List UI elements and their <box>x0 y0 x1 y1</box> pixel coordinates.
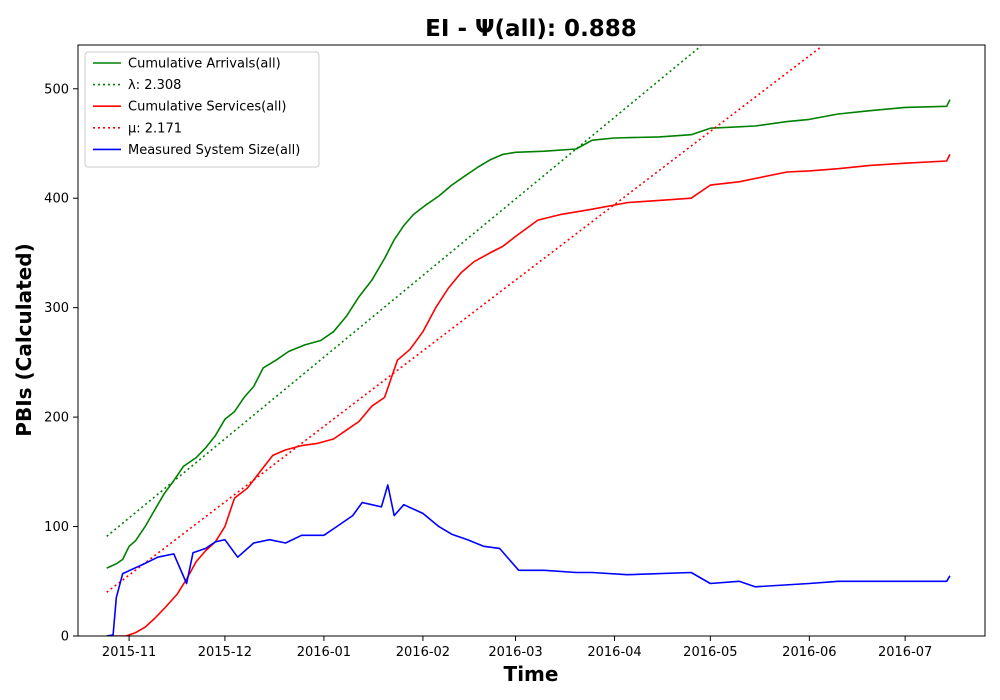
x-axis-label: Time <box>504 662 559 686</box>
x-tick-label: 2015-11 <box>102 645 156 660</box>
y-tick-label: 500 <box>44 82 69 97</box>
y-tick-label: 200 <box>44 411 69 426</box>
x-tick-label: 2016-03 <box>488 645 542 660</box>
axes-frame <box>77 44 986 637</box>
y-tick-label: 0 <box>61 630 69 645</box>
series-line-5-data <box>106 484 951 636</box>
x-tick-label: 2016-02 <box>396 645 450 660</box>
y-axis-label: PBIs (Calculated) <box>12 243 36 436</box>
plot-area <box>106 45 951 636</box>
legend-label-measured-system-size-all: Measured System Size(all) <box>128 143 300 158</box>
x-tick-label: 2016-05 <box>683 645 737 660</box>
series-line-1-data <box>106 99 951 569</box>
legend: Cumulative Arrivals(all) λ: 2.308 Cumulati… <box>84 51 320 168</box>
y-tick-label: 100 <box>44 520 69 535</box>
x-tick-label: 2016-04 <box>587 645 641 660</box>
legend-box <box>84 51 320 168</box>
series-line-4-fit <box>106 45 823 593</box>
series-line-3-data <box>106 154 951 636</box>
legend-label-2-308: λ: 2.308 <box>128 78 181 93</box>
series-group <box>106 45 951 636</box>
series-line-2-fit <box>106 45 702 538</box>
x-tick-label: 2016-07 <box>878 645 932 660</box>
legend-label-cumulative-arrivals-all: Cumulative Arrivals(all) <box>128 57 281 72</box>
axis-ticks: 2015-11 2015-12 2016-01 2016-02 2016-03 2016-… <box>44 82 932 660</box>
x-tick-label: 2016-01 <box>297 645 351 660</box>
legend-label-2-171: μ: 2.171 <box>128 121 182 136</box>
y-tick-label: 400 <box>44 192 69 207</box>
x-tick-label: 2015-12 <box>198 645 252 660</box>
y-tick-label: 300 <box>44 301 69 316</box>
legend-label-cumulative-services-all: Cumulative Services(all) <box>128 100 286 115</box>
x-tick-label: 2016-06 <box>782 645 836 660</box>
chart-title: EI - Ψ(all): 0.888 <box>425 16 637 42</box>
